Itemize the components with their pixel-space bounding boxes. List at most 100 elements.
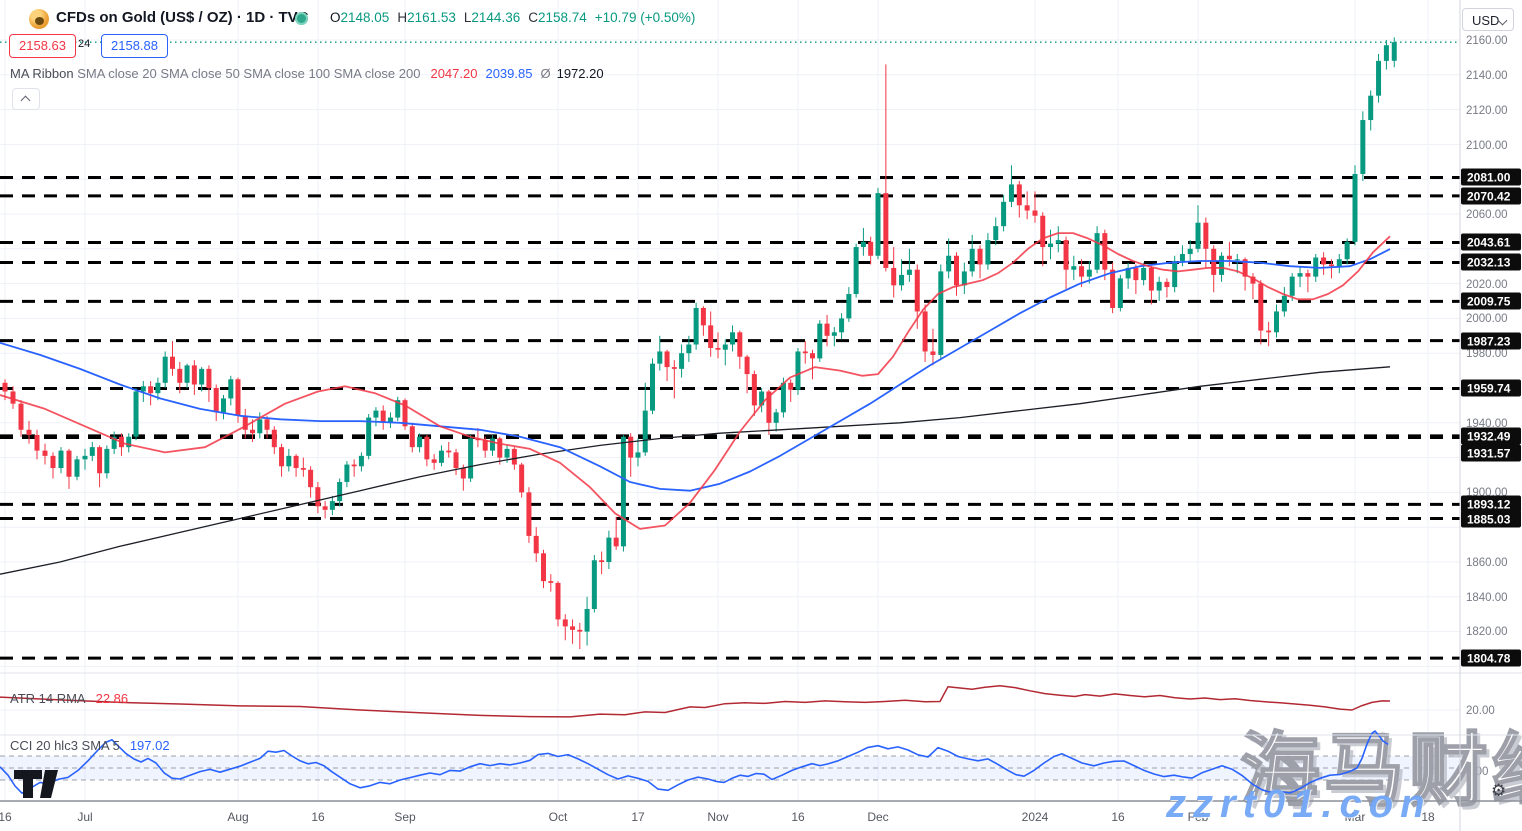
candle-body: [97, 447, 103, 474]
candle-body: [868, 241, 874, 256]
candle-body: [344, 464, 350, 482]
price-badge-label: 1931.57: [1467, 447, 1511, 461]
candle-body: [18, 403, 24, 430]
sell-bid-button[interactable]: 2158.63: [9, 34, 76, 58]
candle-body: [329, 501, 335, 510]
price-badge-label: 1932.49: [1467, 430, 1511, 444]
price-label: 1820.00: [1466, 626, 1508, 638]
time-label[interactable]: 16: [1111, 810, 1125, 824]
candle-body: [891, 267, 897, 286]
candle-body: [380, 410, 386, 423]
time-label[interactable]: Aug: [227, 810, 248, 824]
candle-body: [526, 492, 532, 536]
candle-body: [846, 294, 852, 319]
candle-body: [1008, 184, 1014, 202]
collapse-legend-button[interactable]: [12, 88, 40, 110]
price-axis-labels: 2160.00 2140.00 2120.00 2100.00 2060.00 2020.…: [1466, 35, 1508, 778]
candle-body: [511, 448, 517, 465]
time-label[interactable]: Oct: [549, 810, 568, 824]
gear-icon[interactable]: ⚙: [1491, 781, 1507, 800]
candle-body: [562, 619, 568, 627]
time-label[interactable]: 17: [631, 810, 645, 824]
time-label[interactable]: Jul: [77, 810, 92, 824]
candle-body: [961, 271, 967, 286]
candle-body: [1234, 259, 1240, 261]
candle-body: [1156, 281, 1162, 291]
price-badge-label: 2009.75: [1467, 295, 1511, 309]
candle-body: [26, 429, 32, 435]
candle-body: [184, 365, 190, 383]
time-label[interactable]: 16: [791, 810, 805, 824]
sma20-line: [0, 232, 1391, 530]
candle-body: [482, 440, 488, 451]
candle-body: [810, 353, 816, 359]
cci-legend[interactable]: CCI 20 hlc3 SMA 5 197.02: [10, 738, 170, 753]
candle-body: [300, 468, 306, 470]
candle-body: [221, 398, 227, 413]
candle-body: [969, 248, 975, 272]
time-label[interactable]: Sep: [394, 810, 416, 824]
ma-ribbon-params: SMA close 20 SMA close 50 SMA close 100 …: [77, 66, 421, 81]
buy-ask-button[interactable]: 2158.88: [101, 34, 168, 58]
price-badge: [1461, 233, 1521, 251]
candle-body: [402, 400, 408, 427]
time-label[interactable]: 18: [1421, 810, 1435, 824]
candle-body: [468, 438, 474, 479]
tradingview-logo[interactable]: [13, 769, 59, 799]
candle-body: [1376, 60, 1382, 96]
price-label: 2140.00: [1466, 70, 1508, 82]
candle-body: [169, 356, 175, 369]
time-label[interactable]: 16: [0, 810, 12, 824]
candle-body: [1179, 254, 1185, 261]
candle-body: [453, 452, 459, 469]
candle-body: [1125, 267, 1131, 279]
price-label: 1940.00: [1466, 418, 1508, 430]
cci-axis-label: 0.00: [1466, 766, 1488, 778]
time-axis-labels: 16 Jul Aug 16 Sep Oct 17 Nov 16 Dec 2024 16 Feb Mar 18: [0, 810, 1435, 824]
candle-body: [162, 356, 168, 383]
candle-body: [1117, 278, 1123, 308]
atr-legend[interactable]: ATR 14 RMA 22.86: [10, 691, 128, 706]
sma100-value: Ø: [540, 66, 551, 81]
candle-body: [409, 426, 415, 448]
time-label[interactable]: Dec: [867, 810, 888, 824]
candle-body: [946, 255, 952, 272]
time-label[interactable]: Feb: [1188, 810, 1209, 824]
candle-body: [2, 382, 8, 392]
candle-body: [715, 347, 721, 350]
open-label: O: [330, 10, 341, 25]
market-status-dot[interactable]: [295, 12, 308, 25]
candle-body: [395, 400, 401, 418]
price-badge: [1461, 427, 1521, 445]
time-label[interactable]: 2024: [1022, 810, 1049, 824]
candle-body: [686, 344, 692, 354]
price-badge: [1461, 510, 1521, 528]
candle-body: [235, 379, 241, 416]
candle-body: [985, 240, 991, 265]
time-label[interactable]: 16: [311, 810, 325, 824]
candle-body: [155, 382, 161, 394]
cci-title: CCI 20 hlc3 SMA 5: [10, 738, 120, 753]
symbol-title[interactable]: CFDs on Gold (US$ / OZ) · 1D · TVC: [56, 9, 309, 26]
candle-body: [1321, 257, 1327, 265]
candle-body: [242, 415, 248, 430]
candle-body: [577, 629, 583, 632]
candle-body: [1001, 201, 1007, 227]
candle-body: [264, 419, 270, 430]
close-label: C: [528, 10, 538, 25]
ma-ribbon-legend[interactable]: MA Ribbon SMA close 20 SMA close 50 SMA …: [10, 66, 604, 81]
low-label: L: [463, 10, 472, 25]
candle-body: [780, 382, 786, 413]
atr-axis-label: 20.00: [1466, 705, 1495, 717]
candle-body: [446, 450, 452, 453]
price-label: 2120.00: [1466, 105, 1508, 117]
candle-body: [906, 269, 912, 275]
candle-body: [1336, 259, 1342, 267]
candle-body: [10, 391, 16, 404]
time-label[interactable]: Mar: [1345, 810, 1366, 824]
candle-body: [1328, 264, 1334, 267]
time-label[interactable]: Nov: [707, 810, 728, 824]
price-label: 2020.00: [1466, 279, 1508, 291]
currency-dropdown[interactable]: USD: [1462, 8, 1514, 31]
